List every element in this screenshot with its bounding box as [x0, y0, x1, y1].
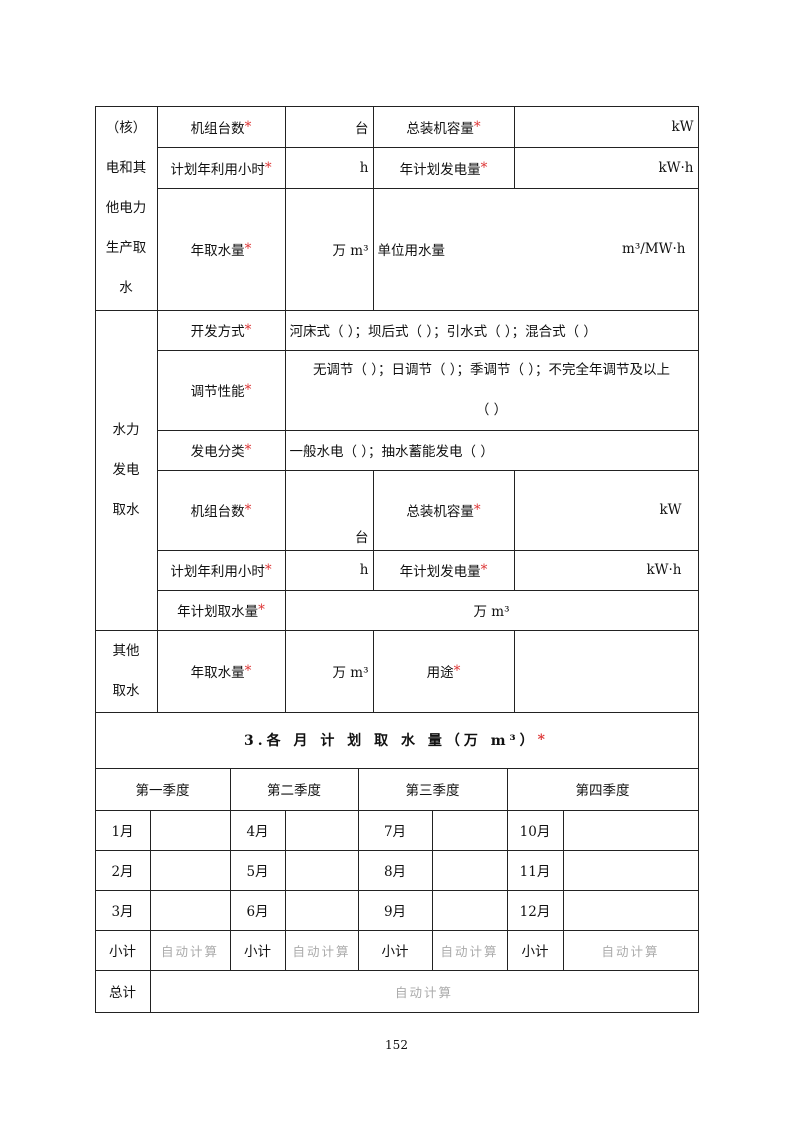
month-input[interactable] — [431, 809, 508, 851]
annual-water-input[interactable]: 万 m³ — [284, 187, 374, 311]
month-label: 5月 — [229, 849, 286, 891]
month-input[interactable] — [149, 809, 231, 851]
month-input[interactable] — [562, 809, 699, 851]
quarter-header: 第二季度 — [229, 767, 359, 811]
month-label: 8月 — [357, 849, 433, 891]
subtotal-label: 小计 — [94, 929, 151, 971]
hydro-generation-label: 年计划发电量 * — [372, 549, 515, 591]
hours-input[interactable]: h — [284, 146, 374, 189]
regulation-label: 调节性能 * — [156, 349, 286, 431]
hydro-units-label: 机组台数 * — [156, 469, 286, 551]
dev-mode-label: 开发方式 * — [156, 309, 286, 351]
generation-label: 年计划发电量 * — [372, 146, 515, 189]
dev-mode-options[interactable]: 河床式（ ）；坝后式（ ）；引水式（ ）；混合式（ ） — [284, 309, 699, 351]
hydro-hours-label: 计划年利用小时 * — [156, 549, 286, 591]
subtotal-auto: 自动计算 — [149, 929, 231, 971]
hydro-capacity-label: 总装机容量 * — [372, 469, 515, 551]
unit-water-field[interactable]: 单位用水量 m³/MW·h — [372, 187, 699, 311]
annual-plan-input[interactable]: 万 m³ — [284, 589, 699, 631]
month-label: 9月 — [357, 889, 433, 931]
month-input[interactable] — [284, 889, 359, 931]
units-count-input[interactable]: 台 — [284, 105, 374, 148]
subtotal-label: 小计 — [357, 929, 433, 971]
subtotal-auto: 自动计算 — [562, 929, 699, 971]
capacity-input[interactable]: kW — [513, 105, 699, 148]
month-input[interactable] — [149, 849, 231, 891]
quarter-header: 第一季度 — [94, 767, 231, 811]
subtotal-auto: 自动计算 — [284, 929, 359, 971]
month-input[interactable] — [562, 889, 699, 931]
purpose-label: 用途 * — [372, 629, 515, 713]
gen-type-label: 发电分类 * — [156, 429, 286, 471]
hydro-generation-input[interactable]: kW·h — [513, 549, 699, 591]
other-water-label: 年取水量 * — [156, 629, 286, 713]
month-label: 3月 — [94, 889, 151, 931]
month-label: 7月 — [357, 809, 433, 851]
regulation-options[interactable]: 无调节（ ）；日调节（ ）；季调节（ ）；不完全年调节及以上 （ ） — [284, 349, 699, 431]
month-label: 6月 — [229, 889, 286, 931]
month-input[interactable] — [149, 889, 231, 931]
month-input[interactable] — [284, 809, 359, 851]
quarter-header: 第三季度 — [357, 767, 508, 811]
capacity-label: 总装机容量 * — [372, 105, 515, 148]
other-water-input[interactable]: 万 m³ — [284, 629, 374, 713]
subtotal-label: 小计 — [229, 929, 286, 971]
quarter-header: 第四季度 — [506, 767, 699, 811]
other-section-label: 其他 取水 — [94, 629, 158, 713]
monthly-title: 3.各 月 计 划 取 水 量（万 m³） * — [94, 711, 699, 769]
month-label: 10月 — [506, 809, 564, 851]
total-label: 总计 — [94, 969, 151, 1013]
month-label: 12月 — [506, 889, 564, 931]
month-input[interactable] — [284, 849, 359, 891]
month-label: 1月 — [94, 809, 151, 851]
hydro-units-input[interactable]: 台 — [284, 469, 374, 551]
generation-input[interactable]: kW·h — [513, 146, 699, 189]
month-input[interactable] — [431, 849, 508, 891]
page-number: 152 — [385, 1038, 408, 1052]
thermal-section-label: （核） 电和其 他电力 生产取 水 — [94, 105, 158, 311]
subtotal-label: 小计 — [506, 929, 564, 971]
hydro-hours-input[interactable]: h — [284, 549, 374, 591]
month-label: 2月 — [94, 849, 151, 891]
month-input[interactable] — [431, 889, 508, 931]
annual-plan-label: 年计划取水量 * — [156, 589, 286, 631]
gen-type-options[interactable]: 一般水电（ ）；抽水蓄能发电（ ） — [284, 429, 699, 471]
month-label: 4月 — [229, 809, 286, 851]
subtotal-auto: 自动计算 — [431, 929, 508, 971]
total-auto: 自动计算 — [149, 969, 699, 1013]
purpose-input[interactable] — [513, 629, 699, 713]
month-input[interactable] — [562, 849, 699, 891]
month-label: 11月 — [506, 849, 564, 891]
hours-label: 计划年利用小时 * — [156, 146, 286, 189]
annual-water-label: 年取水量 * — [156, 187, 286, 311]
units-count-label: 机组台数 * — [156, 105, 286, 148]
hydro-section-label: 水力 发电 取水 — [94, 309, 158, 631]
hydro-capacity-input[interactable]: kW — [513, 469, 699, 551]
